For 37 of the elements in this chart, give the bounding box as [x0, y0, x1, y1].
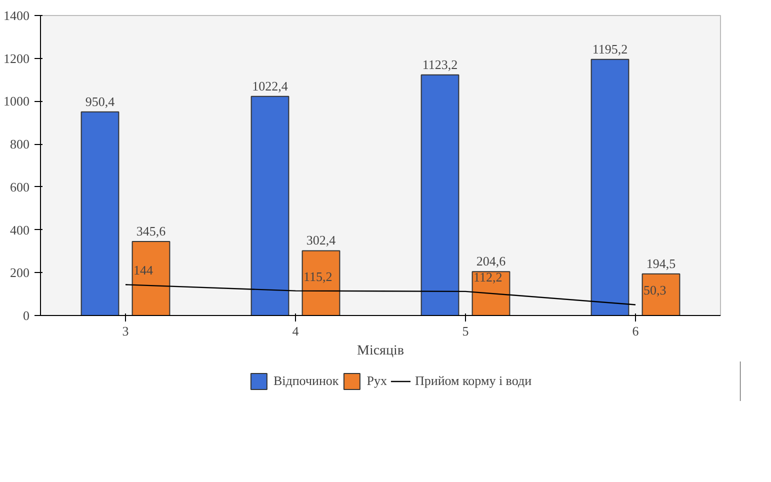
bar	[302, 250, 340, 316]
bar	[80, 111, 120, 316]
data-label: 144	[134, 262, 154, 278]
bar	[590, 58, 630, 316]
data-label: 194,5	[646, 256, 676, 271]
data-label: 1123,2	[422, 56, 458, 72]
x-tick-label: 3	[122, 324, 129, 338]
line-series	[124, 284, 636, 306]
legend-label: Прийом корму і води	[414, 373, 532, 389]
x-axis-title: Місяців	[357, 344, 404, 358]
data-label: 950,4	[85, 94, 116, 109]
legend-label: Відпочинок	[273, 373, 339, 389]
x-tick-label: 5	[462, 324, 469, 338]
data-label: 115,2	[304, 268, 332, 284]
data-label: 204,6	[476, 254, 506, 269]
y-tick-label: 200	[10, 265, 30, 280]
bar	[472, 271, 510, 316]
bar	[250, 96, 290, 316]
data-label: 1022,4	[252, 78, 288, 94]
data-label: 1195,2	[592, 41, 628, 56]
bar	[420, 74, 460, 316]
data-label: 112,2	[474, 269, 502, 284]
y-tick-label: 1200	[4, 50, 30, 66]
x-tick-label: 6	[632, 324, 640, 338]
data-label: 50,3	[644, 282, 666, 298]
bar	[642, 273, 680, 316]
data-label: 302,4	[306, 232, 336, 248]
y-tick-label: 1400	[4, 8, 30, 23]
x-tick-label: 4	[292, 324, 300, 338]
y-tick-label: 800	[10, 136, 30, 152]
legend-label: Рух	[366, 373, 387, 389]
bar	[132, 240, 170, 316]
y-tick-label: 400	[10, 222, 30, 238]
data-label: 345,6	[136, 223, 166, 238]
y-tick-label: 1000	[4, 94, 30, 109]
y-tick-label: 600	[10, 179, 30, 194]
y-tick-label: 0	[23, 308, 30, 323]
